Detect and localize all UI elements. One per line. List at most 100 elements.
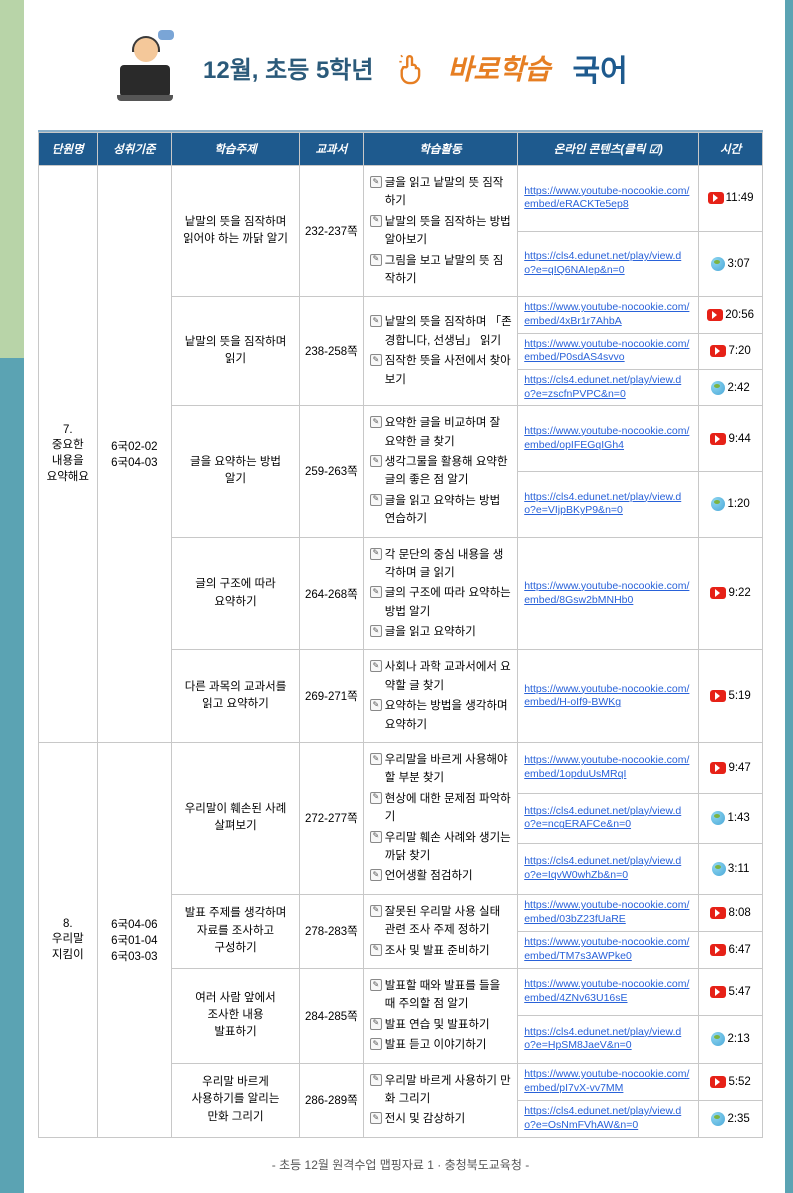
note-icon: ✎ [370,586,382,598]
time-cell: 9:22 [699,537,763,650]
content-link[interactable]: https://cls4.edunet.net/play/view.do?e=V… [524,491,692,518]
content-link[interactable]: https://cls4.edunet.net/play/view.do?e=n… [524,805,692,832]
web-icon [712,862,726,876]
activity-cell: ✎우리말을 바르게 사용해야 할 부분 찾기✎현상에 대한 문제점 파악하기✎우… [363,743,517,895]
link-cell: https://www.youtube-nocookie.com/embed/8… [518,537,699,650]
content-link[interactable]: https://www.youtube-nocookie.com/embed/8… [524,580,692,607]
topic-cell: 낱말의 뜻을 짐작하며읽기 [172,297,300,406]
activity-text: 언어생활 점검하기 [385,867,473,885]
page-cell: 272-277쪽 [299,743,363,895]
note-icon: ✎ [370,494,382,506]
activity-text: 요약한 글을 비교하며 잘 요약한 글 찾기 [385,414,513,451]
link-cell: https://cls4.edunet.net/play/view.do?e=H… [518,1016,699,1063]
content-link[interactable]: https://www.youtube-nocookie.com/embed/P… [524,338,692,365]
link-cell: https://www.youtube-nocookie.com/embed/4… [518,968,699,1015]
link-cell: https://www.youtube-nocookie.com/embed/p… [518,1063,699,1100]
content-link[interactable]: https://www.youtube-nocookie.com/embed/4… [524,978,692,1005]
duration-text: 1:43 [727,812,749,824]
activity-text: 현상에 대한 문제점 파악하기 [385,790,513,827]
page-cell: 232-237쪽 [299,166,363,297]
activity-cell: ✎사회나 과학 교과서에서 요약할 글 찾기✎요약하는 방법을 생각하며 요약하… [363,650,517,743]
activity-text: 짐작한 뜻을 사전에서 찾아보기 [385,352,513,389]
activity-text: 글의 구조에 따라 요약하는 방법 알기 [385,584,513,621]
youtube-icon [710,762,726,774]
activity-text: 우리말을 바르게 사용해야 할 부분 찾기 [385,751,513,788]
standard-cell: 6국04-066국01-046국03-03 [97,743,172,1138]
unit-name-cell: 7.중요한내용을요약해요 [39,166,98,743]
link-cell: https://cls4.edunet.net/play/view.do?e=V… [518,471,699,537]
left-accent-bar [0,0,24,1193]
topic-cell: 글의 구조에 따라요약하기 [172,537,300,650]
activity-text: 발표 연습 및 발표하기 [385,1016,490,1034]
activity-text: 각 문단의 중심 내용을 생각하며 글 읽기 [385,546,513,583]
page-cell: 238-258쪽 [299,297,363,406]
activity-cell: ✎글을 읽고 낱말의 뜻 짐작하기✎낱말의 뜻을 짐작하는 방법 알아보기✎그림… [363,166,517,297]
content-link[interactable]: https://cls4.edunet.net/play/view.do?e=z… [524,374,692,401]
content-link[interactable]: https://www.youtube-nocookie.com/embed/0… [524,899,692,926]
activity-text: 사회나 과학 교과서에서 요약할 글 찾기 [385,658,513,695]
col-header: 성취기준 [97,133,172,166]
table-row: 7.중요한내용을요약해요6국02-026국04-03낱말의 뜻을 짐작하며읽어야… [39,166,763,232]
content-link[interactable]: https://cls4.edunet.net/play/view.do?e=q… [524,250,692,277]
col-header: 교과서 [299,133,363,166]
col-header: 단원명 [39,133,98,166]
page-cell: 264-268쪽 [299,537,363,650]
note-icon: ✎ [370,176,382,188]
standard-cell: 6국02-026국04-03 [97,166,172,743]
content-link[interactable]: https://www.youtube-nocookie.com/embed/1… [524,754,692,781]
note-icon: ✎ [370,455,382,467]
activity-text: 요약하는 방법을 생각하며 요약하기 [385,697,513,734]
note-icon: ✎ [370,792,382,804]
activity-cell: ✎잘못된 우리말 사용 실태 관련 조사 주제 정하기✎조사 및 발표 준비하기 [363,894,517,968]
duration-text: 2:42 [727,382,749,394]
link-cell: https://www.youtube-nocookie.com/embed/1… [518,743,699,794]
duration-text: 5:47 [728,986,750,998]
duration-text: 3:11 [728,863,750,875]
duration-text: 9:44 [728,433,750,445]
content-link[interactable]: https://www.youtube-nocookie.com/embed/p… [524,1068,692,1095]
link-cell: https://www.youtube-nocookie.com/embed/0… [518,894,699,931]
page-cell: 286-289쪽 [299,1063,363,1137]
link-cell: https://cls4.edunet.net/play/view.do?e=q… [518,231,699,297]
note-icon: ✎ [370,1018,382,1030]
link-cell: https://cls4.edunet.net/play/view.do?e=O… [518,1100,699,1137]
page-cell: 269-271쪽 [299,650,363,743]
note-icon: ✎ [370,831,382,843]
time-cell: 9:44 [699,406,763,472]
time-cell: 8:08 [699,894,763,931]
youtube-icon [710,587,726,599]
time-cell: 2:13 [699,1016,763,1063]
page-cell: 259-263쪽 [299,406,363,537]
youtube-icon [710,986,726,998]
right-accent-bar [785,0,793,1193]
pointer-hand-icon [391,47,433,89]
note-icon: ✎ [370,1112,382,1124]
time-cell: 3:07 [699,231,763,297]
content-link[interactable]: https://cls4.edunet.net/play/view.do?e=I… [524,855,692,882]
student-illustration [108,30,183,105]
web-icon [711,811,725,825]
note-icon: ✎ [370,315,382,327]
topic-cell: 우리말이 훼손된 사례살펴보기 [172,743,300,895]
web-icon [711,257,725,271]
activity-cell: ✎낱말의 뜻을 짐작하며 「존경합니다, 선생님」 읽기✎짐작한 뜻을 사전에서… [363,297,517,406]
link-cell: https://cls4.edunet.net/play/view.do?e=z… [518,369,699,405]
page-header: 12월, 초등 5학년 바로학습 국어 [38,20,763,130]
link-cell: https://www.youtube-nocookie.com/embed/P… [518,333,699,369]
note-icon: ✎ [370,1074,382,1086]
web-icon [711,381,725,395]
content-link[interactable]: https://www.youtube-nocookie.com/embed/T… [524,936,692,963]
content-link[interactable]: https://www.youtube-nocookie.com/embed/o… [524,425,692,452]
topic-cell: 발표 주제를 생각하며자료를 조사하고구성하기 [172,894,300,968]
activity-text: 글을 읽고 요약하는 방법 연습하기 [385,492,513,529]
activity-text: 잘못된 우리말 사용 실태 관련 조사 주제 정하기 [385,903,513,940]
col-header: 학습주제 [172,133,300,166]
content-link[interactable]: https://www.youtube-nocookie.com/embed/H… [524,683,692,710]
content-link[interactable]: https://www.youtube-nocookie.com/embed/4… [524,301,692,328]
topic-cell: 다른 과목의 교과서를읽고 요약하기 [172,650,300,743]
content-link[interactable]: https://cls4.edunet.net/play/view.do?e=O… [524,1105,692,1132]
time-cell: 11:49 [699,166,763,232]
youtube-icon [710,944,726,956]
content-link[interactable]: https://cls4.edunet.net/play/view.do?e=H… [524,1026,692,1053]
content-link[interactable]: https://www.youtube-nocookie.com/embed/e… [524,185,692,212]
